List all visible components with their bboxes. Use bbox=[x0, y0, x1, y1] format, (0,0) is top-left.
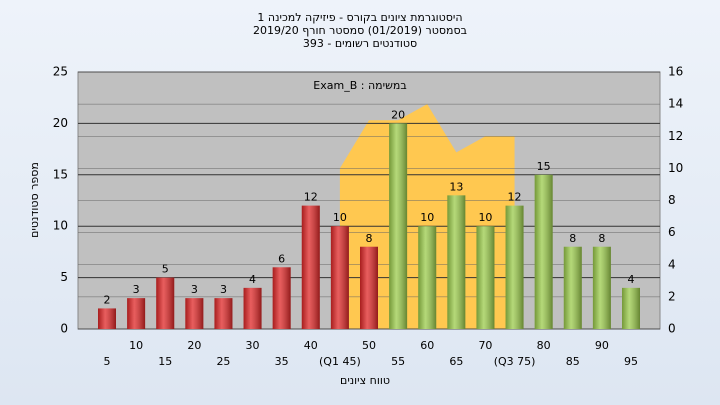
y2-tick-label: 8 bbox=[668, 193, 676, 207]
area bbox=[339, 104, 515, 329]
layer: היסטוגרמת ציונים בקורס - פיזיקה למכינה 1… bbox=[28, 11, 683, 387]
bar-value-label: 6 bbox=[278, 252, 285, 265]
bar-shade bbox=[622, 287, 640, 329]
bar-value-label: 13 bbox=[449, 180, 463, 193]
bar-shade bbox=[418, 226, 437, 329]
bar-shade bbox=[505, 205, 524, 329]
y-axis-label: מספר סטודנטים bbox=[28, 162, 41, 238]
bar-shade bbox=[156, 277, 175, 329]
y-tick-label: 15 bbox=[53, 167, 68, 181]
bar-shade bbox=[185, 298, 204, 329]
bar-value-label: 10 bbox=[333, 211, 347, 224]
x-tick-label: 25 bbox=[216, 355, 230, 368]
y2-tick-label: 16 bbox=[668, 65, 683, 79]
x-tick-label: (Q3 75) bbox=[494, 355, 536, 368]
y-tick-label: 20 bbox=[53, 116, 68, 130]
bar-shade bbox=[214, 298, 233, 329]
bar-shade bbox=[389, 123, 408, 330]
bar-value-label: 8 bbox=[598, 232, 605, 245]
bar-value-label: 3 bbox=[133, 283, 140, 296]
y-tick-label: 10 bbox=[53, 219, 68, 233]
y2-tick-label: 4 bbox=[668, 257, 676, 271]
bar-value-label: 10 bbox=[420, 211, 434, 224]
bar-shade bbox=[127, 298, 146, 329]
x-tick-label: 85 bbox=[566, 355, 580, 368]
bar-value-label: 15 bbox=[537, 160, 551, 173]
bar-shade bbox=[534, 174, 553, 329]
bar-shade bbox=[592, 246, 611, 329]
x-tick-label: 50 bbox=[362, 339, 376, 352]
x-tick-label: 70 bbox=[478, 339, 492, 352]
y2-tick-label: 0 bbox=[668, 322, 676, 336]
x-tick-label: 65 bbox=[449, 355, 463, 368]
x-tick-label: 20 bbox=[187, 339, 201, 352]
bar-shade bbox=[447, 195, 466, 329]
bar-shade bbox=[476, 226, 495, 329]
chart-title: סטודנטים רשומים - 393 bbox=[303, 37, 417, 50]
x-tick-label: (Q1 45) bbox=[319, 355, 361, 368]
bar-shade bbox=[301, 205, 320, 329]
x-tick-label: 80 bbox=[537, 339, 551, 352]
bar-value-label: 8 bbox=[569, 232, 576, 245]
x-tick-label: 10 bbox=[129, 339, 143, 352]
bar-shade bbox=[563, 246, 582, 329]
x-tick-label: 30 bbox=[246, 339, 260, 352]
y2-tick-label: 14 bbox=[668, 97, 683, 111]
bar-value-label: 3 bbox=[220, 283, 227, 296]
y-tick-label: 5 bbox=[60, 270, 68, 284]
y2-tick-label: 2 bbox=[668, 289, 676, 303]
bar-value-label: 4 bbox=[249, 273, 256, 286]
chart-title: בסמסטר (01/2019) סמסטר חורף 2019/20 bbox=[253, 24, 467, 37]
x-tick-label: 60 bbox=[420, 339, 434, 352]
x-axis-label: טווח ציונים bbox=[340, 374, 390, 387]
annotation: במשימה : Exam_B bbox=[313, 79, 406, 92]
bar-value-label: 20 bbox=[391, 108, 405, 121]
bar-shade bbox=[330, 226, 349, 329]
bar-value-label: 4 bbox=[628, 273, 635, 286]
y2-tick-label: 6 bbox=[668, 225, 676, 239]
bar-shade bbox=[360, 246, 378, 329]
chart-title: היסטוגרמת ציונים בקורס - פיזיקה למכינה 1 bbox=[257, 11, 462, 24]
x-tick-label: 95 bbox=[624, 355, 638, 368]
x-tick-label: 5 bbox=[104, 355, 111, 368]
y-tick-label: 25 bbox=[53, 65, 68, 79]
x-tick-label: 40 bbox=[304, 339, 318, 352]
bar-value-label: 3 bbox=[191, 283, 198, 296]
y-tick-label: 0 bbox=[60, 322, 68, 336]
y2-tick-label: 12 bbox=[668, 129, 683, 143]
y2-tick-label: 10 bbox=[668, 161, 683, 175]
bar-value-label: 2 bbox=[104, 293, 111, 306]
bar-shade bbox=[272, 267, 291, 329]
x-tick-label: 15 bbox=[158, 355, 172, 368]
bar-value-label: 8 bbox=[366, 232, 373, 245]
bar-shade bbox=[243, 287, 262, 329]
bar-value-label: 12 bbox=[508, 191, 522, 204]
x-tick-label: 90 bbox=[595, 339, 609, 352]
x-tick-label: 55 bbox=[391, 355, 405, 368]
bar-shade bbox=[98, 308, 116, 329]
bar-value-label: 10 bbox=[478, 211, 492, 224]
bar-value-label: 5 bbox=[162, 263, 169, 276]
x-tick-label: 35 bbox=[275, 355, 289, 368]
bar-value-label: 12 bbox=[304, 191, 318, 204]
